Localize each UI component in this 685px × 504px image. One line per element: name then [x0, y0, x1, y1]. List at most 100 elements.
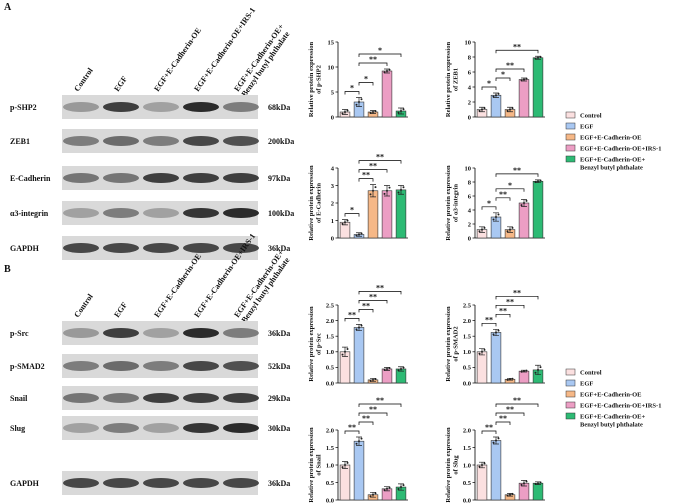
data-point [539, 366, 542, 369]
blot-band [63, 173, 99, 183]
significance-label: ** [513, 166, 521, 175]
significance-bracket [481, 206, 497, 210]
blot-band [143, 243, 179, 253]
data-point [386, 487, 388, 490]
data-point [397, 111, 400, 114]
data-point [481, 350, 483, 353]
significance-label: ** [506, 405, 514, 414]
legend-label: EGF+E-Cadherin-OE+ Benzyl butyl phthalate [580, 414, 645, 429]
bar [532, 482, 544, 501]
significance-label: ** [362, 171, 370, 180]
data-point [374, 377, 377, 380]
bar [518, 79, 530, 118]
significance-bracket [358, 160, 402, 164]
lane-label: Control [72, 66, 95, 94]
protein-name: Snail [10, 394, 28, 403]
data-point [539, 481, 542, 484]
legend-swatch [565, 390, 576, 398]
blot-band [103, 393, 139, 403]
data-point [478, 230, 481, 233]
y-tick-label: 2 [468, 99, 471, 106]
data-point [511, 107, 514, 110]
data-point [341, 112, 344, 115]
data-point [509, 378, 511, 381]
y-tick-label: 1 [331, 218, 334, 225]
blot-band [103, 243, 139, 253]
data-point [386, 367, 388, 370]
bar [381, 190, 393, 239]
data-point [539, 55, 542, 58]
data-point [506, 230, 509, 233]
data-point [497, 329, 500, 332]
significance-label: * [350, 206, 354, 215]
y-tick-label: 2.0 [326, 318, 334, 325]
bar [367, 190, 379, 239]
lane-label: EGF [112, 74, 129, 93]
y-tick-label: 0.5 [326, 365, 335, 372]
legend-swatch [565, 155, 576, 163]
data-point [355, 442, 358, 445]
data-point [360, 98, 363, 101]
significance-bracket [358, 308, 374, 313]
data-point [481, 228, 483, 231]
data-point [374, 492, 377, 495]
legend-label: EGF+E-Cadherin-OE+IRS-1 [580, 146, 661, 153]
y-tick-label: 6 [468, 193, 472, 200]
protein-size: 30kDa [268, 424, 290, 433]
data-point [537, 56, 539, 59]
data-point [372, 111, 374, 113]
data-point [360, 437, 363, 440]
data-point [534, 57, 537, 60]
blot-band [183, 328, 219, 338]
data-point [383, 192, 386, 195]
bar [532, 57, 544, 118]
blot-band [103, 423, 139, 433]
y-axis-label: Relative protein expressionof Slug [445, 427, 460, 503]
data-point [523, 202, 525, 204]
legend-label-line: EGF [580, 381, 593, 388]
y-tick-label: 0.0 [463, 497, 471, 504]
y-tick-label: 0 [468, 235, 471, 242]
data-point [372, 189, 374, 192]
data-point [495, 216, 497, 218]
blot-band [63, 328, 99, 338]
data-point [360, 232, 363, 235]
bar [381, 368, 393, 384]
data-point [506, 109, 509, 112]
data-point [537, 368, 539, 371]
blot-band [143, 361, 179, 371]
legend-swatch [565, 401, 576, 409]
data-point [355, 234, 358, 237]
y-axis-label-line: of p-SHP2 [316, 65, 323, 94]
y-axis-label-line: of α3-integrin [453, 184, 460, 222]
data-point [478, 109, 481, 112]
blot-band [143, 328, 179, 338]
blot-band [63, 136, 99, 146]
y-tick-label: 0.5 [463, 365, 472, 372]
significance-label: ** [362, 414, 370, 423]
legend-label-line: EGF+E-Cadherin-OE+ [580, 414, 645, 421]
y-tick-label: 1.5 [463, 334, 472, 341]
y-axis-label-line: Relative protein expression [308, 165, 315, 241]
y-axis-label-line: of Snail [316, 454, 323, 475]
protein-name: ZEB1 [10, 137, 30, 146]
blot-band [103, 208, 139, 218]
legend-label: EGF+E-Cadherin-OE [580, 135, 642, 142]
legend-swatch [565, 412, 576, 420]
data-point [388, 486, 391, 489]
significance-bracket [481, 322, 497, 327]
blot-band [183, 478, 219, 488]
data-point [509, 228, 511, 231]
bar [532, 181, 544, 239]
data-point [478, 352, 481, 355]
blot-band [223, 102, 259, 112]
data-point [383, 71, 386, 74]
data-point [483, 107, 486, 110]
data-point [383, 368, 386, 371]
y-axis-label-line: Relative protein expression [308, 427, 315, 503]
significance-label: ** [513, 288, 521, 297]
protein-size: 97kDa [268, 174, 290, 183]
bar [381, 70, 393, 118]
blot-band [103, 102, 139, 112]
y-tick-label: 2.0 [463, 318, 471, 325]
